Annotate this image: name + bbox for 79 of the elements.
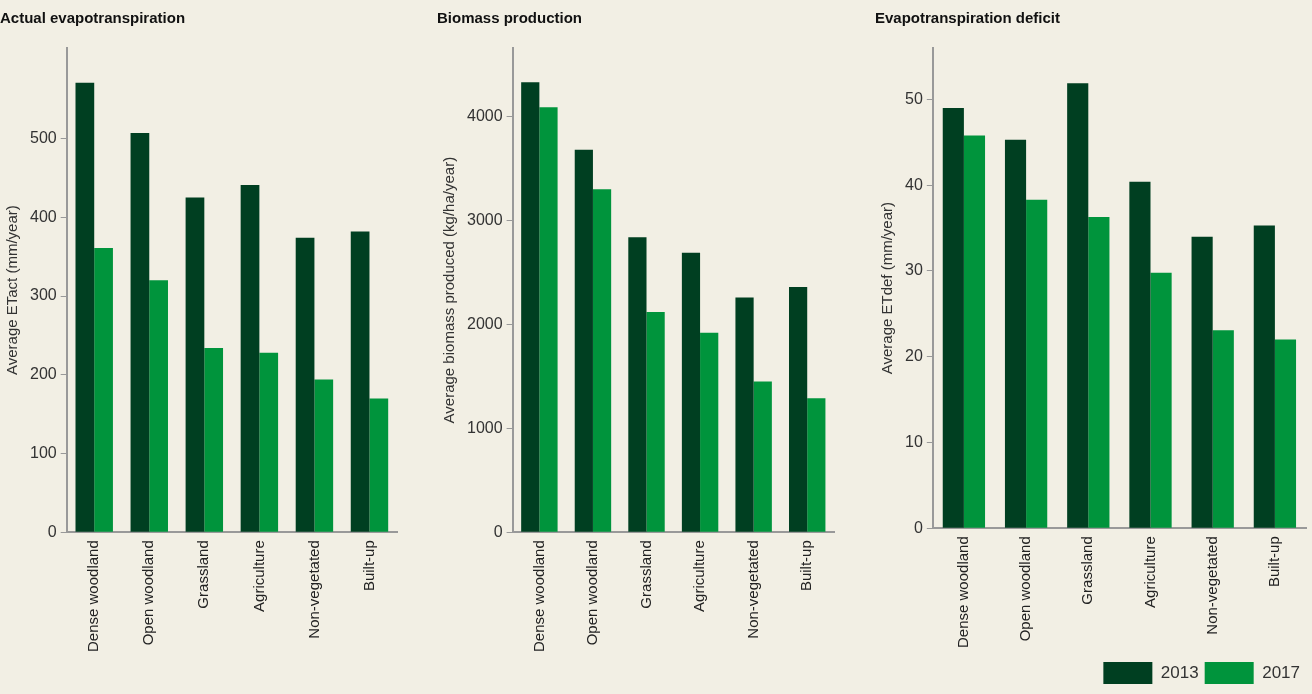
- bar: [94, 248, 113, 532]
- bar: [295, 237, 315, 532]
- bar: [521, 82, 540, 532]
- x-tick-label: Grassland: [1078, 536, 1096, 605]
- bar: [1129, 181, 1151, 528]
- bar: [130, 133, 150, 532]
- x-tick-label: Non-vegetated: [304, 540, 322, 639]
- x-tick-label: Built-up: [797, 540, 815, 592]
- x-tick-label: Built-up: [1265, 536, 1283, 588]
- y-tick-label: 300: [29, 286, 57, 304]
- y-axis-title: Average ETdef (mm/year): [878, 201, 896, 375]
- x-tick-label: Dense woodland: [954, 536, 972, 648]
- y-tick-label: 200: [29, 365, 57, 383]
- x-tick-label: Open woodland: [1016, 536, 1034, 642]
- x-tick-label: Grassland: [636, 540, 654, 609]
- y-tick-label: 4000: [467, 106, 503, 124]
- bar: [574, 149, 593, 532]
- y-tick-label: 10: [905, 432, 923, 450]
- chart-title: Actual evapotranspiration: [0, 9, 186, 27]
- bar: [1191, 236, 1213, 528]
- y-tick-label: 100: [29, 443, 57, 461]
- bar: [539, 107, 558, 532]
- y-tick-label: 0: [493, 522, 503, 540]
- bar: [628, 237, 647, 532]
- y-tick-label: 2000: [467, 314, 503, 332]
- bar: [1088, 216, 1110, 528]
- bar: [1004, 139, 1027, 528]
- bar: [149, 280, 168, 532]
- y-axis-title: Average ETact (mm/year): [3, 205, 21, 376]
- bar: [259, 352, 279, 532]
- y-tick-label: 0: [913, 518, 923, 536]
- chart-title: Biomass production: [437, 9, 583, 27]
- y-tick-label: 20: [905, 347, 923, 365]
- legend-label: 2013: [1160, 662, 1199, 682]
- y-tick-label: 3000: [467, 210, 503, 228]
- y-tick-label: 500: [29, 128, 57, 146]
- y-tick-label: 30: [905, 261, 923, 279]
- bar: [204, 348, 224, 532]
- x-tick-label: Built-up: [359, 540, 377, 592]
- bar: [1150, 272, 1172, 528]
- bar: [240, 185, 260, 532]
- x-tick-label: Dense woodland: [529, 540, 547, 652]
- x-tick-label: Agriculture: [690, 540, 708, 612]
- bar: [681, 252, 701, 532]
- bar: [1026, 199, 1048, 528]
- y-tick-label: 1000: [467, 418, 503, 436]
- bar: [735, 297, 754, 532]
- bar: [1212, 330, 1234, 528]
- x-tick-label: Open woodland: [139, 540, 157, 646]
- y-tick-label: 0: [47, 522, 57, 540]
- bar: [314, 379, 334, 532]
- bar: [942, 108, 964, 528]
- chart-title: Evapotranspiration deficit: [875, 9, 1061, 27]
- legend-label: 2017: [1262, 662, 1301, 682]
- y-axis-title: Average biomass produced (kg/ha/year): [440, 156, 458, 424]
- x-tick-label: Grassland: [194, 540, 212, 609]
- y-tick-label: 40: [905, 175, 923, 193]
- bar: [789, 287, 808, 532]
- bar: [753, 381, 772, 532]
- bar: [700, 332, 719, 532]
- y-tick-label: 50: [905, 89, 923, 107]
- x-tick-label: Non-vegetated: [1202, 536, 1220, 635]
- bar: [807, 398, 826, 532]
- bar: [369, 398, 389, 532]
- bar: [1274, 339, 1297, 528]
- bar: [350, 231, 370, 532]
- x-tick-label: Dense woodland: [84, 540, 102, 652]
- x-tick-label: Agriculture: [249, 540, 267, 612]
- bar: [592, 189, 612, 532]
- bar: [963, 135, 986, 528]
- bar: [75, 82, 95, 532]
- bar: [646, 311, 665, 532]
- x-tick-label: Agriculture: [1140, 536, 1158, 608]
- bar: [1253, 225, 1275, 528]
- y-tick-label: 400: [29, 207, 57, 225]
- bar: [1067, 83, 1089, 528]
- x-tick-label: Non-vegetated: [743, 540, 761, 639]
- bar: [185, 197, 205, 532]
- x-tick-label: Open woodland: [583, 540, 601, 646]
